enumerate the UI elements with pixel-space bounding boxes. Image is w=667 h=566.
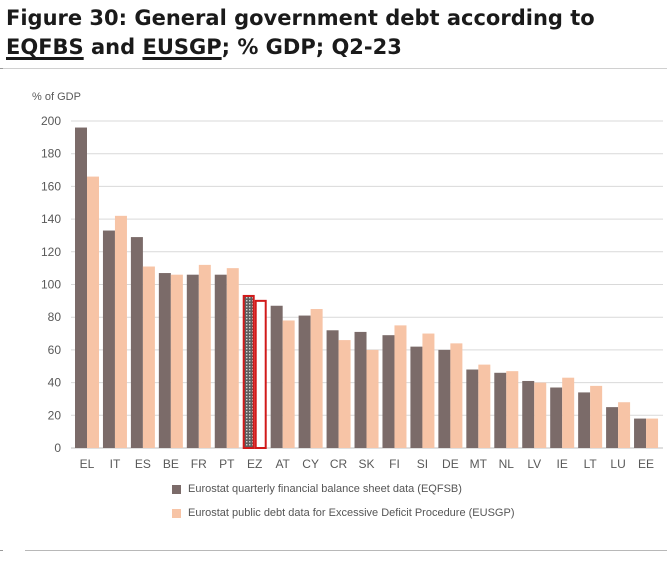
x-tick-label: CY [302,457,319,471]
bar-eqfsb-de [438,349,451,448]
legend-item-eqfsb: Eurostat quarterly financial balance she… [172,483,462,495]
legend-swatch-eqfsb [172,484,181,494]
bar-eqfsb-sk [354,331,367,448]
bar-eqfsb-nl [494,372,507,448]
x-tick-label: LT [584,457,598,471]
legend-swatch-eusgp [172,508,181,518]
x-tick-label: MT [470,457,488,471]
x-tick-label: IE [557,457,568,471]
bar-eusgp-ie [562,377,575,448]
left-tick-mark [0,550,3,551]
bar-eusgp-cy [310,309,323,448]
legend-label-eusgp: Eurostat public debt data for Excessive … [188,507,515,519]
bar-eusgp-be [170,274,183,448]
x-tick-label: PT [219,457,235,471]
x-tick-label: EE [638,457,654,471]
bar-eusgp-ee [646,418,659,448]
y-tick-label: 180 [41,147,61,161]
bar-eqfsb-be [158,273,171,448]
figure-title: Figure 30: General government debt accor… [6,4,656,62]
top-divider [0,68,667,69]
title-suffix: ; % GDP; Q2-23 [221,35,402,59]
y-tick-label: 120 [41,245,61,259]
bar-eqfsb-ez [242,294,255,449]
bar-eqfsb-ie [550,387,563,448]
bar-eqfsb-ee [634,418,647,448]
bar-eusgp-ez [254,299,267,449]
bar-eqfsb-at [270,305,283,448]
bar-eusgp-nl [506,371,519,448]
y-tick-label: 200 [41,114,61,128]
x-tick-label: SK [359,457,375,471]
y-tick-label: 100 [41,278,61,292]
bar-eusgp-el [87,176,99,448]
bar-eqfsb-it [102,230,115,448]
bar-eusgp-at [282,320,295,448]
x-tick-label: LV [527,457,541,471]
bar-eusgp-cr [338,340,351,448]
x-tick-label: NL [499,457,515,471]
x-tick-label: CR [330,457,348,471]
bar-eqfsb-lu [606,407,619,448]
title-eqfbs: EQFBS [6,35,84,59]
bar-eusgp-mt [478,364,491,448]
bar-eusgp-lt [590,385,603,448]
bar-eusgp-sk [366,349,379,448]
bar-eusgp-fi [394,325,407,448]
bar-eqfsb-cr [326,330,339,448]
bar-eusgp-lv [534,382,547,448]
x-tick-label: SI [417,457,428,471]
x-tick-label: FR [191,457,207,471]
bar-eusgp-si [422,333,435,448]
bar-eqfsb-es [130,237,143,448]
bar-eqfsb-fr [186,274,199,448]
bar-eqfsb-mt [466,369,479,448]
y-tick-label: 20 [48,408,62,422]
bar-eusgp-lu [618,402,631,448]
x-tick-label: AT [275,457,290,471]
y-tick-label: 40 [48,376,62,390]
x-tick-label: BE [163,457,179,471]
title-and: and [83,35,143,59]
left-tick-mark [0,68,3,69]
y-tick-label: 160 [41,179,61,193]
bar-eqfsb-fi [382,335,395,448]
y-tick-label: 140 [41,212,61,226]
axis-labels: 0 20 40 60 80 100 120 140 160 180 200 % of GDP EL IT E… [32,91,654,471]
bar-eqfsb-lt [578,392,591,448]
legend-item-eusgp: Eurostat public debt data for Excessive … [172,507,514,519]
bar-eusgp-pt [226,268,239,448]
bar-eqfsb-el [75,127,87,448]
bottom-divider [25,550,667,551]
x-tick-label: ES [135,457,151,471]
bar-eusgp-fr [198,264,211,448]
y-tick-label: 60 [48,343,62,357]
bar-eqfsb-si [410,346,423,448]
bar-eusgp-it [114,215,127,448]
y-tick-label: 0 [54,441,61,455]
x-tick-label: LU [610,457,625,471]
legend-label-eqfsb: Eurostat quarterly financial balance she… [188,483,462,495]
x-tick-label: EL [80,457,95,471]
x-tick-label: EZ [247,457,262,471]
bar-eqfsb-cy [298,315,311,448]
bar-eusgp-es [142,266,155,448]
bar-eqfsb-lv [522,380,535,448]
x-tick-label: FI [389,457,400,471]
x-tick-label: DE [442,457,459,471]
bar-eqfsb-pt [214,274,227,448]
x-tick-label: IT [110,457,121,471]
y-axis-label: % of GDP [32,91,81,103]
bar-eusgp-de [450,343,463,448]
y-tick-label: 80 [48,310,62,324]
title-eusgp: EUSGP [142,35,222,59]
title-prefix: Figure 30: General government debt accor… [6,6,595,30]
bars [75,127,659,449]
